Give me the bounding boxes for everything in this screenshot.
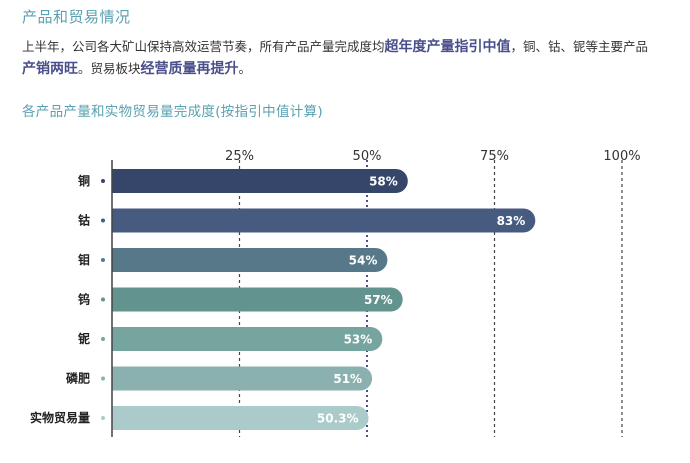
category-marker-4 xyxy=(101,337,105,341)
bar-2 xyxy=(112,248,388,272)
summary-text-3: 。贸易板块 xyxy=(78,61,141,76)
category-marker-2 xyxy=(101,258,105,262)
summary-highlight-1: 超年度产量指引中值 xyxy=(384,39,511,55)
summary-paragraph: 上半年，公司各大矿山保持高效运营节奏，所有产品产量完成度均超年度产量指引中值，铜… xyxy=(22,36,662,80)
bar-3 xyxy=(112,287,403,312)
tick-label-25: 25% xyxy=(225,149,254,164)
value-label-2: 54% xyxy=(349,254,378,268)
value-label-3: 57% xyxy=(364,293,393,307)
section-title: 产品和贸易情况 xyxy=(22,8,131,26)
tick-label-50: 50% xyxy=(353,149,382,164)
category-label-3: 钨 xyxy=(78,292,90,307)
summary-text-2: ，铜、钴、铌等主要产品 xyxy=(510,39,649,54)
category-label-6: 实物贸易量 xyxy=(30,410,90,425)
grid-layer: 25% 50% 75% 100% xyxy=(225,149,641,437)
tick-label-100: 100% xyxy=(603,149,640,164)
bar-6 xyxy=(112,406,369,430)
bar-5 xyxy=(112,366,373,391)
category-label-4: 铌 xyxy=(78,331,90,346)
category-marker-1 xyxy=(101,218,105,223)
value-label-0: 58% xyxy=(369,175,398,189)
bar-left-cap-2 xyxy=(112,248,124,272)
bar-left-cap-3 xyxy=(112,287,124,312)
category-label-0: 铜 xyxy=(78,173,90,188)
chart-title: 各产品产量和实物贸易量完成度(按指引中值计算) xyxy=(22,104,323,120)
bar-left-cap-1 xyxy=(112,208,124,233)
bar-left-cap-5 xyxy=(112,366,124,391)
summary-highlight-3: 经营质量再提升 xyxy=(140,61,239,77)
bar-left-cap-0 xyxy=(112,169,124,193)
category-label-5: 磷肥 xyxy=(66,371,90,386)
tick-label-75: 75% xyxy=(480,149,509,164)
bar-layer: 铜 58% 钴 83% 钼 54% 钨 57% 铌 53% 磷肥 51% 实物贸易量 50.3% xyxy=(30,169,536,430)
value-label-4: 53% xyxy=(344,333,373,347)
value-label-1: 83% xyxy=(497,214,526,228)
summary-text-1: 上半年，公司各大矿山保持高效运营节奏，所有产品产量完成度均 xyxy=(22,39,385,54)
bar-0 xyxy=(112,169,408,193)
value-label-5: 51% xyxy=(333,372,362,386)
category-marker-6 xyxy=(101,416,105,420)
category-marker-0 xyxy=(101,179,105,183)
bar-left-cap-4 xyxy=(112,327,124,351)
bar-4 xyxy=(112,327,383,351)
summary-text-4: 。 xyxy=(238,61,252,76)
category-marker-5 xyxy=(101,376,105,381)
value-label-6: 50.3% xyxy=(317,412,359,426)
bar-left-cap-6 xyxy=(112,406,124,430)
summary-highlight-2: 产销两旺 xyxy=(22,61,78,77)
category-label-2: 钼 xyxy=(78,252,90,267)
category-marker-3 xyxy=(101,297,105,302)
bar-1 xyxy=(112,208,536,233)
category-label-1: 钴 xyxy=(78,213,90,228)
